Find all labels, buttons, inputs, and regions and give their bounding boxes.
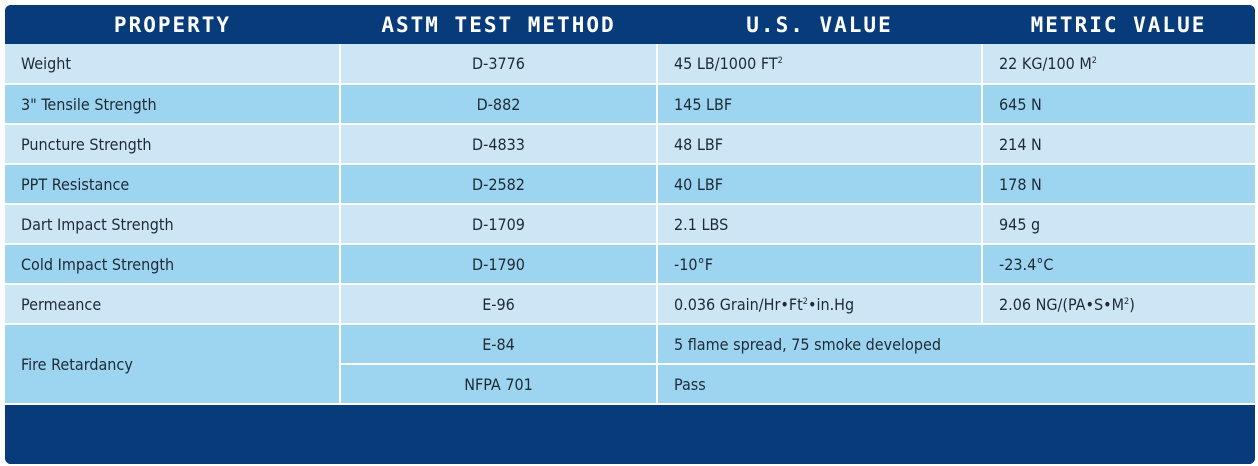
- footer-bar: [5, 423, 1255, 464]
- header-property: PROPERTY: [5, 5, 340, 44]
- property-cell: Dart Impact Strength: [5, 203, 341, 245]
- table-row: Cold Impact Strength D-1790 -10°F -23.4°…: [5, 243, 1255, 285]
- us-value-cell: 40 LBF: [656, 163, 983, 205]
- table-row: Fire Retardancy E-84 5 flame spread, 75 …: [5, 323, 1255, 405]
- header-metric-value: METRIC VALUE: [982, 5, 1255, 44]
- superscript: 2: [1091, 56, 1097, 66]
- metric-value-cell: 645 N: [981, 83, 1255, 125]
- superscript: 2: [777, 56, 783, 66]
- superscript: 2: [802, 296, 808, 307]
- property-cell: Fire Retardancy: [5, 323, 341, 405]
- us-value-text: 0.036 Grain/Hr•Ft: [674, 294, 803, 314]
- metric-value-cell: 2.06 NG/(PA•S•M2): [981, 283, 1255, 325]
- property-cell: 3" Tensile Strength: [5, 83, 341, 125]
- table-row: Dart Impact Strength D-1709 2.1 LBS 945 …: [5, 203, 1255, 245]
- metric-value-suffix: ): [1129, 294, 1135, 314]
- metric-value-text: 2.06 NG/(PA•S•M: [999, 294, 1125, 314]
- header-us-value: U.S. VALUE: [657, 5, 982, 44]
- metric-value-text: 22 KG/100 M: [999, 54, 1092, 73]
- method-cell: D-882: [339, 83, 658, 125]
- header-astm-test-method: ASTM TEST METHOD: [340, 5, 657, 44]
- result-cell: Pass: [656, 363, 1255, 405]
- metric-value-cell: 214 N: [981, 123, 1255, 165]
- table-row: Permeance E-96 0.036 Grain/Hr•Ft2•in.Hg …: [5, 283, 1255, 325]
- us-value-cell: 48 LBF: [656, 123, 983, 165]
- table-row: Weight D-3776 45 LB/1000 FT2 22 KG/100 M…: [5, 44, 1255, 85]
- metric-value-cell: 178 N: [981, 163, 1255, 205]
- header-row: PROPERTY ASTM TEST METHOD U.S. VALUE MET…: [5, 5, 1255, 44]
- method-cell: D-3776: [339, 44, 658, 85]
- us-value-cell: 45 LB/1000 FT2: [656, 44, 983, 85]
- us-value-cell: 0.036 Grain/Hr•Ft2•in.Hg: [656, 283, 983, 325]
- metric-value-cell: 945 g: [981, 203, 1255, 245]
- method-cell: E-96: [339, 283, 658, 325]
- us-value-cell: 2.1 LBS: [656, 203, 983, 245]
- superscript: 2: [1124, 296, 1130, 307]
- method-cell: E-84: [339, 323, 658, 365]
- method-cell: D-4833: [339, 123, 658, 165]
- method-cell: D-1790: [339, 243, 658, 285]
- us-value-cell: 145 LBF: [656, 83, 983, 125]
- us-value-suffix: •in.Hg: [807, 294, 855, 314]
- method-cell: D-2582: [339, 163, 658, 205]
- table-row: PPT Resistance D-2582 40 LBF 178 N: [5, 163, 1255, 205]
- spec-table-panel: PROPERTY ASTM TEST METHOD U.S. VALUE MET…: [5, 5, 1255, 464]
- table-row: Puncture Strength D-4833 48 LBF 214 N: [5, 123, 1255, 165]
- metric-value-cell: -23.4°C: [981, 243, 1255, 285]
- property-cell: PPT Resistance: [5, 163, 341, 205]
- result-cell: 5 flame spread, 75 smoke developed: [656, 323, 1255, 365]
- property-cell: Puncture Strength: [5, 123, 341, 165]
- table-row: NFPA 701 Pass: [5, 363, 1255, 405]
- us-value-text: 45 LB/1000 FT: [674, 54, 778, 73]
- property-cell: Cold Impact Strength: [5, 243, 341, 285]
- property-cell: Weight: [5, 44, 341, 85]
- property-cell: Permeance: [5, 283, 341, 325]
- table-row: 3" Tensile Strength D-882 145 LBF 645 N: [5, 83, 1255, 125]
- metric-value-cell: 22 KG/100 M2: [981, 44, 1255, 85]
- method-cell: NFPA 701: [340, 363, 658, 405]
- us-value-cell: -10°F: [656, 243, 983, 285]
- method-cell: D-1709: [339, 203, 658, 245]
- spec-table: PROPERTY ASTM TEST METHOD U.S. VALUE MET…: [5, 5, 1255, 405]
